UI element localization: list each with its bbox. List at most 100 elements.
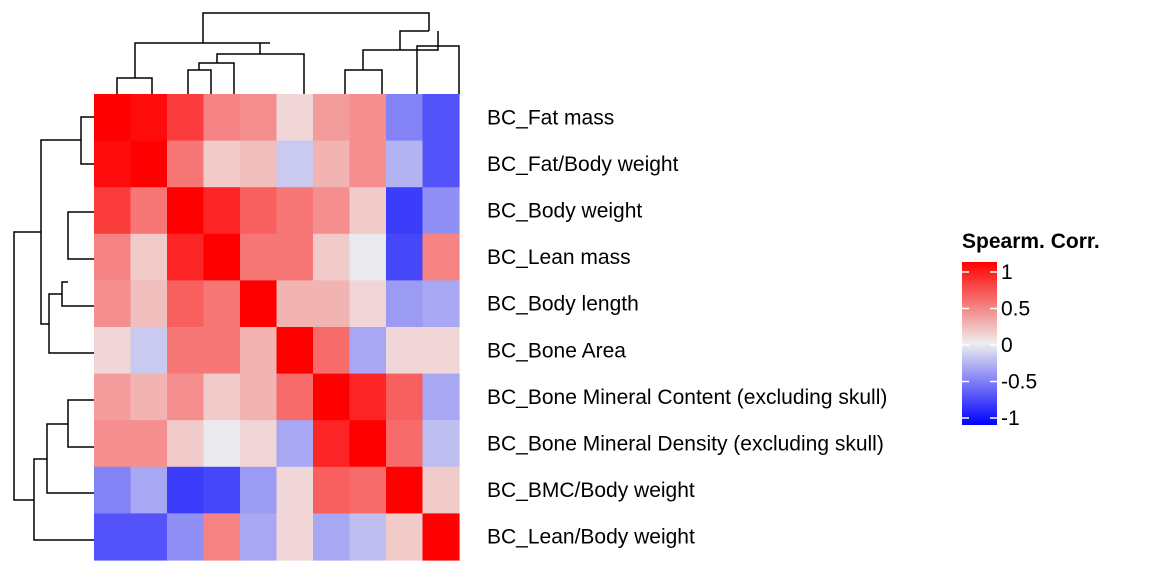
- legend-tick-label: -0.5: [1001, 371, 1037, 394]
- row-label: BC_Body length: [487, 293, 639, 316]
- heatmap-cell: [349, 280, 387, 328]
- legend-ticks: 1 0.5 0 -0.5 -1: [962, 261, 1037, 430]
- legend-tick-label: 0.5: [1001, 298, 1030, 321]
- heatmap-cell: [386, 94, 424, 142]
- heatmap-cell: [94, 233, 132, 281]
- heatmap-cell: [203, 94, 241, 142]
- legend-tick-label: 0: [1001, 334, 1013, 357]
- legend-colorbar: [962, 262, 997, 425]
- row-label: BC_Bone Mineral Density (excluding skull…: [487, 433, 884, 456]
- heatmap-cell: [203, 373, 241, 421]
- heatmap-cell: [94, 327, 132, 375]
- heatmap-cell: [386, 233, 424, 281]
- row-label: BC_Body weight: [487, 200, 642, 223]
- heatmap-cell: [130, 420, 168, 468]
- heatmap-cell: [422, 327, 460, 375]
- heatmap-cell: [349, 420, 387, 468]
- row-dendrogram: [13, 116, 94, 541]
- heatmap-cell: [167, 187, 205, 235]
- row-label: BC_Fat/Body weight: [487, 153, 679, 176]
- heatmap-cell: [386, 513, 424, 561]
- heatmap-cell: [276, 466, 314, 514]
- row-label: BC_Fat mass: [487, 106, 614, 129]
- heatmap-cell: [240, 466, 278, 514]
- heatmap-cell: [203, 233, 241, 281]
- column-dendrogram: [116, 12, 460, 94]
- heatmap-cell: [94, 373, 132, 421]
- heatmap-cell: [240, 373, 278, 421]
- heatmap-cell: [349, 94, 387, 142]
- heatmap-cell: [313, 140, 351, 188]
- heatmap-cell: [167, 233, 205, 281]
- heatmap-cell: [94, 513, 132, 561]
- heatmap-cell: [276, 373, 314, 421]
- column-dendrogram-branches: [116, 12, 460, 94]
- color-legend: Spearm. Corr. 1 0.5 0 -0.5 -1: [962, 230, 1100, 430]
- heatmap-cell: [167, 280, 205, 328]
- heatmap-cell: [386, 187, 424, 235]
- row-label: BC_Bone Mineral Content (excluding skull…: [487, 386, 887, 409]
- heatmap-cell: [422, 373, 460, 421]
- heatmap-cell: [203, 140, 241, 188]
- legend-title: Spearm. Corr.: [962, 230, 1100, 253]
- heatmap-cell: [422, 466, 460, 514]
- heatmap-cell: [349, 466, 387, 514]
- heatmap-cell: [130, 187, 168, 235]
- heatmap-cell: [422, 233, 460, 281]
- heatmap-cell: [130, 280, 168, 328]
- heatmap-cell: [130, 233, 168, 281]
- heatmap-cell: [349, 327, 387, 375]
- heatmap-cell: [240, 187, 278, 235]
- heatmap-cell: [203, 420, 241, 468]
- heatmap-cell: [313, 373, 351, 421]
- heatmap-cell: [167, 373, 205, 421]
- heatmap-cell: [203, 327, 241, 375]
- heatmap-cell: [313, 513, 351, 561]
- heatmap-cell: [203, 513, 241, 561]
- row-label: BC_Lean mass: [487, 246, 631, 269]
- heatmap-cell: [167, 94, 205, 142]
- heatmap-cell: [386, 280, 424, 328]
- heatmap-cell: [203, 187, 241, 235]
- heatmap-cell: [422, 420, 460, 468]
- heatmap-cell: [349, 513, 387, 561]
- heatmap-cell: [386, 373, 424, 421]
- heatmap-cell: [167, 140, 205, 188]
- heatmap-cell: [240, 327, 278, 375]
- heatmap-cell: [94, 420, 132, 468]
- heatmap-cell: [313, 233, 351, 281]
- heatmap-cell: [240, 140, 278, 188]
- heatmap-cell: [94, 140, 132, 188]
- heatmap-cell: [422, 94, 460, 142]
- row-label: BC_BMC/Body weight: [487, 479, 695, 502]
- heatmap-cell: [349, 140, 387, 188]
- heatmap-cell: [313, 94, 351, 142]
- heatmap-cell: [386, 466, 424, 514]
- row-labels: BC_Fat mass BC_Fat/Body weight BC_Body wei…: [487, 106, 887, 548]
- heatmap-cell: [313, 280, 351, 328]
- heatmap-cell: [203, 466, 241, 514]
- heatmap-cell: [167, 420, 205, 468]
- heatmap-cell: [130, 94, 168, 142]
- heatmap-cell: [313, 187, 351, 235]
- heatmap-cell: [167, 327, 205, 375]
- heatmap-cell: [240, 420, 278, 468]
- heatmap-cell: [240, 94, 278, 142]
- heatmap-cell: [276, 513, 314, 561]
- row-label: BC_Bone Area: [487, 339, 626, 362]
- legend-tick-label: -1: [1001, 407, 1020, 430]
- heatmap-cell: [130, 513, 168, 561]
- heatmap-cell: [422, 513, 460, 561]
- heatmap-cell: [167, 466, 205, 514]
- heatmap-cell: [240, 280, 278, 328]
- heatmap-cell: [130, 373, 168, 421]
- heatmap-cell: [94, 187, 132, 235]
- heatmap-cell: [130, 140, 168, 188]
- heatmap-cell: [276, 233, 314, 281]
- heatmap-cell: [276, 187, 314, 235]
- heatmap-cell: [313, 466, 351, 514]
- heatmap-cell: [94, 280, 132, 328]
- heatmap-cell: [422, 187, 460, 235]
- heatmap-cell: [276, 94, 314, 142]
